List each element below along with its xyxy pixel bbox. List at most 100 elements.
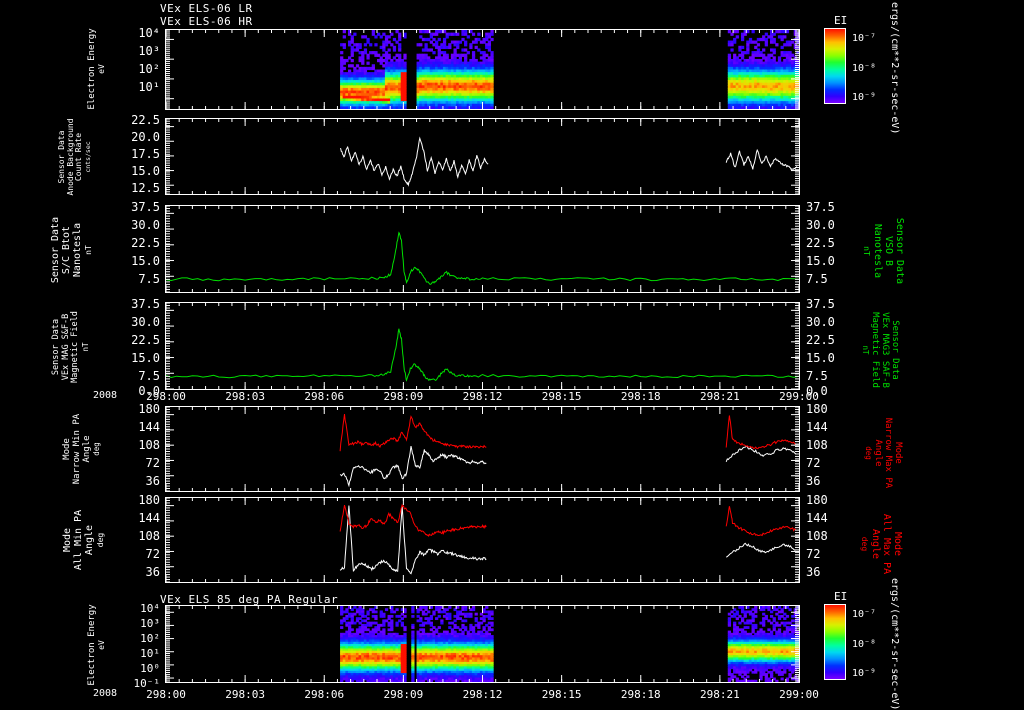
spectrogram-cell (764, 32, 768, 36)
spectrogram-cell (390, 648, 394, 652)
spectrogram-cell (421, 48, 426, 52)
spectrogram-cell (429, 652, 433, 656)
spectrogram-cell (432, 66, 436, 71)
spectrogram-cell (345, 95, 349, 100)
spectrogram-cell (490, 93, 494, 97)
spectrogram-cell (421, 648, 426, 652)
spectrogram-cell (424, 664, 428, 667)
spectrogram-cell (453, 56, 457, 60)
spectrogram-cell (474, 61, 478, 65)
spectrogram-cell (392, 641, 397, 645)
spectrogram-cell (743, 58, 747, 63)
spectrogram-cell (421, 630, 426, 634)
spectrogram-cell (751, 103, 755, 107)
spectrogram-cell (427, 650, 431, 654)
spectrogram-cell (390, 82, 394, 86)
spectrogram-cell (340, 648, 344, 652)
spectrogram-cell (785, 53, 790, 57)
spectrogram-cell (350, 98, 354, 102)
spectrogram-cell (377, 72, 381, 76)
panel-anode-background[interactable] (165, 118, 800, 195)
spectrogram-cell (361, 56, 365, 60)
panel-mag-saf-b[interactable] (165, 302, 800, 390)
spectrogram-cell (374, 644, 378, 647)
spectrogram-cell (355, 639, 360, 643)
spectrogram-cell (442, 56, 447, 60)
spectrogram-cell (464, 608, 468, 612)
spectrogram-cell (727, 40, 732, 44)
spectrogram-cell (727, 77, 732, 81)
spectrogram-cell (416, 641, 420, 645)
spectrogram-cell (392, 74, 397, 78)
panel-narrow-min-pa[interactable] (165, 406, 800, 492)
spectrogram-cell (379, 106, 383, 109)
spectrogram-cell (387, 666, 391, 670)
spectrogram-cell (392, 673, 397, 676)
spectrogram-cell (403, 66, 407, 71)
spectrogram-cell (384, 619, 389, 623)
spectrogram-cell (432, 98, 436, 102)
spectrogram-cell (738, 48, 742, 52)
spectrogram-cell (788, 103, 792, 107)
spectrogram-cell (340, 103, 344, 107)
spectrogram-cell (421, 621, 426, 625)
spectrogram-cell (429, 675, 433, 679)
spectrogram-cell (783, 61, 787, 65)
spectrogram-cell (416, 664, 420, 667)
spectrogram-cell (416, 106, 420, 109)
spectrogram-cell (746, 74, 750, 78)
panel-els06-spectrogram[interactable] (165, 29, 800, 110)
spectrogram-cell (435, 637, 439, 641)
spectrogram-cell (379, 648, 383, 652)
spectrogram-cell (392, 677, 397, 681)
spectrogram-cell (440, 43, 444, 47)
spectrogram-cell (390, 646, 394, 650)
spectrogram-cell (759, 90, 763, 94)
spectrogram-cell (429, 648, 433, 652)
spectrogram-cell (363, 650, 368, 654)
spectrogram-cell (793, 106, 797, 109)
spectrogram-cell (427, 61, 431, 65)
spectrogram-cell (762, 53, 766, 57)
spectrogram-cell (772, 56, 776, 60)
spectrogram-cell (395, 40, 399, 44)
panel-all-min-pa[interactable] (165, 497, 800, 583)
spectrogram-cell (347, 98, 352, 102)
spectrogram-cell (461, 106, 465, 109)
spectrogram-cell (783, 670, 787, 674)
ylabel-line: cnts/sec (83, 141, 92, 173)
spectrogram-cell (416, 675, 420, 679)
spectrogram-cell (746, 626, 750, 629)
spectrogram-cell (374, 98, 378, 102)
spectrogram-cell (366, 66, 370, 71)
spectrogram-cell (345, 101, 349, 105)
spectrogram-cell (785, 30, 790, 34)
spectrogram-cell (777, 101, 782, 105)
spectrogram-cell (479, 85, 484, 89)
colorbar-top-tick: 10⁻⁷ (852, 33, 877, 44)
spectrogram-cell (355, 45, 360, 50)
spectrogram-cell (793, 66, 797, 71)
spectrogram-cell (411, 610, 415, 614)
spectrogram-cell (477, 85, 481, 89)
panel-sc-btot[interactable] (165, 205, 800, 293)
spectrogram-cell (485, 37, 489, 42)
spectrogram-cell (340, 646, 344, 650)
spectrogram-cell (342, 641, 346, 645)
spectrogram-cell (366, 95, 370, 100)
spectrogram-cell (490, 74, 494, 78)
spectrogram-cell (403, 659, 407, 663)
spectrogram-cell (369, 43, 373, 47)
spectrogram-cell (353, 74, 357, 78)
spectrogram-cell (382, 673, 386, 676)
spectrogram-cell (448, 85, 452, 89)
panel-els-85deg-spectrogram[interactable] (165, 605, 800, 683)
spectrogram-cell (754, 85, 758, 89)
spectrogram-cell (785, 69, 790, 73)
spectrogram-cell (403, 673, 407, 676)
spectrogram-cell (775, 93, 779, 97)
spectrogram-cell (369, 85, 373, 89)
spectrogram-cell (479, 72, 484, 76)
spectrogram-cell (793, 82, 797, 86)
spectrogram-cell (374, 655, 378, 659)
